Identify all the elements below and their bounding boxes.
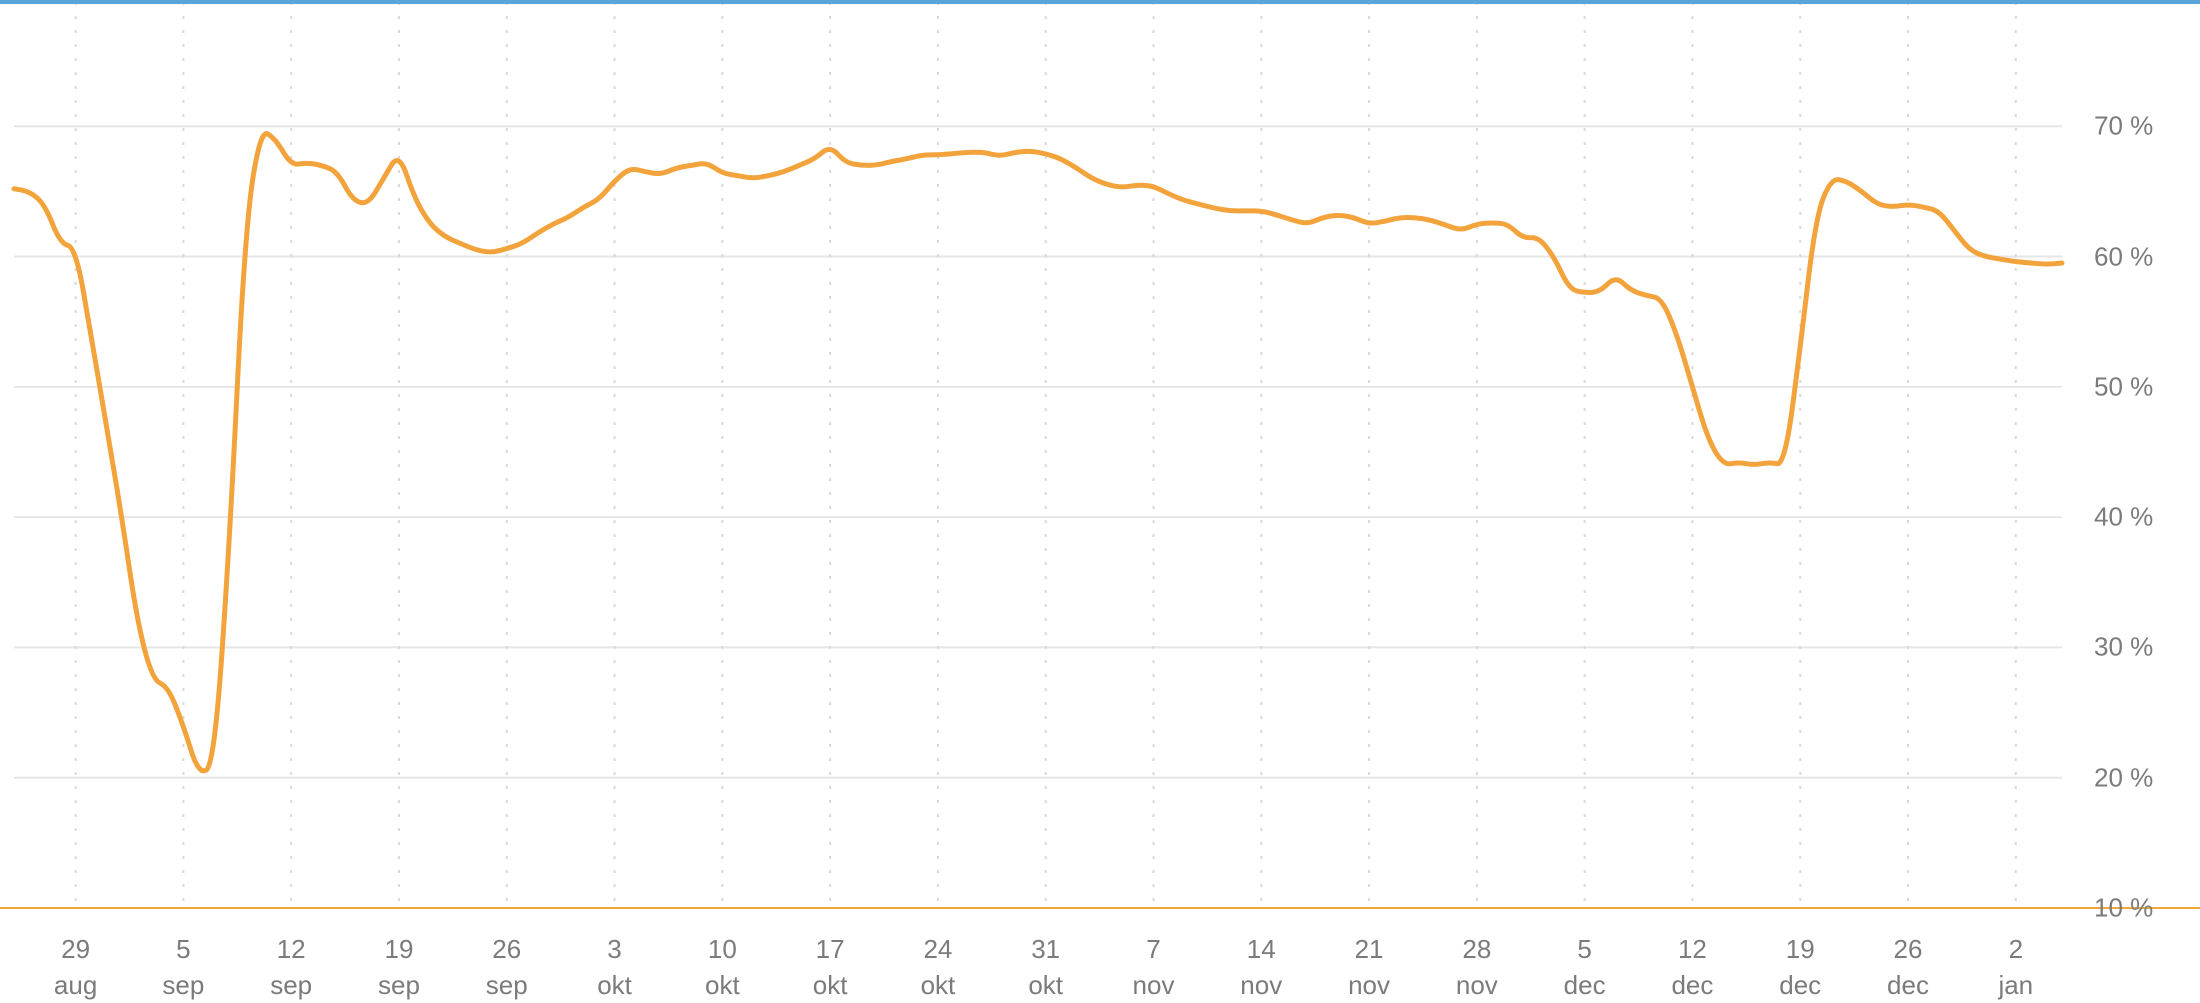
x-tick-day: 19: [384, 934, 413, 965]
x-tick-month: dec: [1779, 970, 1821, 1001]
y-tick-label: 70 %: [2094, 111, 2153, 142]
y-tick-label: 30 %: [2094, 632, 2153, 663]
x-tick-month: sep: [162, 970, 204, 1001]
x-tick-day: 28: [1462, 934, 1491, 965]
x-tick-day: 14: [1247, 934, 1276, 965]
x-tick-month: nov: [1456, 970, 1498, 1001]
x-tick-day: 26: [1894, 934, 1923, 965]
x-tick-day: 12: [1678, 934, 1707, 965]
x-tick-month: okt: [921, 970, 956, 1001]
x-tick-month: dec: [1564, 970, 1606, 1001]
x-tick-month: nov: [1240, 970, 1282, 1001]
x-tick-month: okt: [705, 970, 740, 1001]
x-tick-day: 5: [1577, 934, 1591, 965]
x-tick-day: 5: [176, 934, 190, 965]
x-tick-month: dec: [1887, 970, 1929, 1001]
x-tick-day: 24: [923, 934, 952, 965]
x-tick-month: sep: [378, 970, 420, 1001]
x-tick-day: 3: [607, 934, 621, 965]
x-tick-day: 17: [816, 934, 845, 965]
x-tick-day: 31: [1031, 934, 1060, 965]
x-tick-month: okt: [597, 970, 632, 1001]
x-tick-month: dec: [1671, 970, 1713, 1001]
x-tick-day: 7: [1146, 934, 1160, 965]
y-tick-label: 40 %: [2094, 502, 2153, 533]
x-tick-day: 21: [1355, 934, 1384, 965]
x-tick-month: aug: [54, 970, 97, 1001]
y-tick-label: 10 %: [2094, 893, 2153, 924]
x-tick-month: okt: [813, 970, 848, 1001]
x-tick-month: sep: [270, 970, 312, 1001]
x-tick-month: nov: [1133, 970, 1175, 1001]
x-tick-day: 29: [61, 934, 90, 965]
x-tick-month: okt: [1028, 970, 1063, 1001]
x-tick-month: sep: [486, 970, 528, 1001]
chart-svg: [0, 0, 2200, 1003]
x-tick-day: 10: [708, 934, 737, 965]
y-tick-label: 20 %: [2094, 762, 2153, 793]
y-tick-label: 50 %: [2094, 371, 2153, 402]
x-tick-month: nov: [1348, 970, 1390, 1001]
x-tick-month: jan: [1998, 970, 2033, 1001]
x-tick-day: 19: [1786, 934, 1815, 965]
x-tick-day: 12: [277, 934, 306, 965]
y-tick-label: 60 %: [2094, 241, 2153, 272]
x-tick-day: 2: [2009, 934, 2023, 965]
line-chart: 10 % 20 % 30 % 40 % 50 % 60 % 70 % 29 aug 5 sep 12 s…: [0, 0, 2200, 1003]
x-tick-day: 26: [492, 934, 521, 965]
